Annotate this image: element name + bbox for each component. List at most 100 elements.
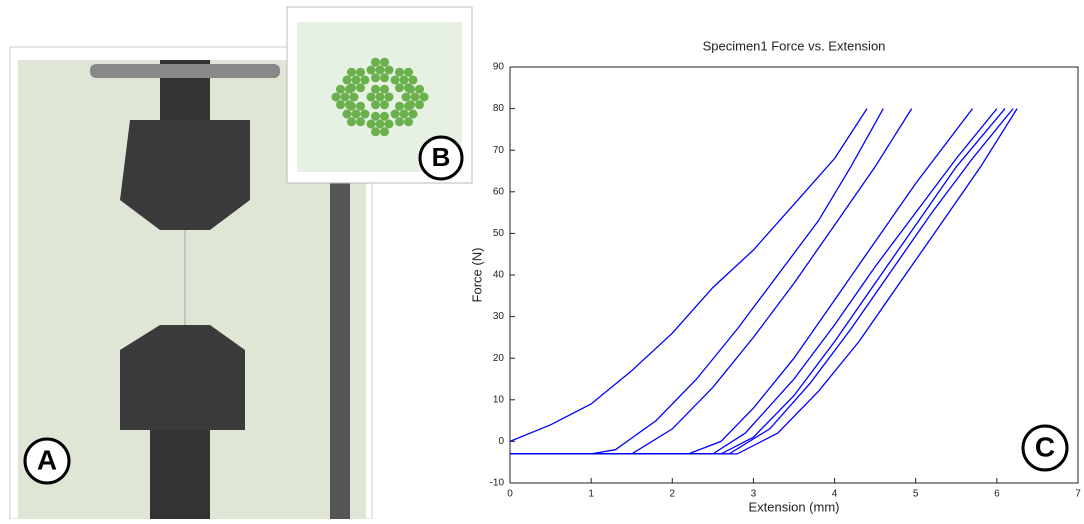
strand-wire — [356, 83, 365, 93]
x-tick-label: 7 — [1075, 489, 1081, 500]
strand-wire — [395, 83, 404, 93]
y-tick-label: 0 — [498, 436, 504, 447]
strand-wire — [395, 101, 404, 111]
strand-wire — [380, 111, 389, 121]
x-tick-label: 1 — [588, 489, 594, 500]
strand-wire — [366, 65, 376, 75]
data-line — [510, 108, 1018, 455]
inset-panel: B — [286, 6, 473, 184]
strand-wire — [345, 84, 354, 94]
strand-wire — [366, 119, 376, 129]
strand-wire — [345, 100, 354, 110]
label-circle — [418, 135, 464, 181]
strand-wire — [384, 92, 394, 102]
strand-wire — [342, 109, 352, 119]
strand-wire — [375, 119, 385, 129]
strand-wire — [342, 75, 352, 85]
data-line — [510, 108, 913, 455]
strand-wire — [356, 101, 365, 111]
strand-wire — [380, 100, 389, 110]
strand-wire — [415, 100, 424, 110]
strand-wire — [410, 92, 420, 102]
strand-wire — [371, 127, 380, 137]
y-axis-label: Force (N) — [469, 248, 484, 303]
x-tick-label: 6 — [994, 489, 1000, 500]
strand-wire — [375, 92, 385, 102]
strand-wire — [347, 117, 356, 127]
data-line — [510, 108, 884, 455]
data-line — [510, 108, 974, 455]
strand-wire — [371, 57, 380, 67]
lower-grip — [120, 325, 245, 430]
strand-wire — [419, 92, 429, 102]
plot-area — [509, 66, 1079, 484]
y-tick-label: 50 — [493, 228, 505, 239]
data-line — [510, 108, 1006, 455]
strand-wire — [371, 73, 380, 83]
upper-bar — [90, 64, 280, 78]
strand-wire — [408, 109, 418, 119]
y-tick-label: 30 — [493, 311, 505, 322]
strand-wire — [380, 57, 389, 67]
strand-wire — [360, 109, 370, 119]
strand-wire — [375, 65, 385, 75]
strand-wire — [404, 117, 413, 127]
strand-wire — [340, 92, 350, 102]
strand-wire — [390, 75, 400, 85]
strand-wire — [347, 67, 356, 77]
x-tick-label: 3 — [751, 489, 757, 500]
y-tick-label: 80 — [493, 103, 505, 114]
strand-wire — [395, 67, 404, 77]
y-tick-label: 90 — [493, 62, 505, 73]
strand-wire — [356, 117, 365, 127]
y-tick-label: 60 — [493, 186, 505, 197]
strand-wire — [360, 75, 370, 85]
upper-grip — [120, 120, 250, 230]
strand-wire — [380, 84, 389, 94]
strand-wire — [406, 100, 415, 110]
strand-wire — [371, 111, 380, 121]
chart-title: Specimen1 Force vs. Extension — [703, 38, 886, 53]
strand-wire — [351, 109, 361, 119]
strand-wire — [390, 109, 400, 119]
y-tick-label: 20 — [493, 353, 505, 364]
strand-wire — [384, 119, 394, 129]
data-line — [510, 108, 998, 455]
y-tick-label: 70 — [493, 145, 505, 156]
strand-wire — [366, 92, 376, 102]
strand-wire — [380, 127, 389, 137]
photo-wall-edge — [330, 180, 350, 519]
strand-cross-section — [331, 57, 429, 137]
strand-wire — [336, 100, 345, 110]
strand-wire — [408, 75, 418, 85]
strand-wire — [371, 84, 380, 94]
strand-wire — [399, 109, 409, 119]
x-tick-label: 2 — [670, 489, 676, 500]
label-circle — [23, 437, 71, 485]
strand-wire — [336, 84, 345, 94]
strand-wire — [399, 75, 409, 85]
strand-wire — [331, 92, 341, 102]
strand-wire — [415, 84, 424, 94]
x-tick-label: 4 — [832, 489, 838, 500]
strand-wire — [404, 67, 413, 77]
strand-wire — [406, 84, 415, 94]
strand-wire — [371, 100, 380, 110]
strand-wire — [401, 92, 411, 102]
panel-label: A — [37, 444, 57, 475]
strand-wire — [356, 67, 365, 77]
lower-shaft — [150, 430, 210, 519]
panel-label: C — [1035, 431, 1055, 462]
chart: Specimen1 Force vs. Extension Extension … — [469, 38, 1081, 514]
strand-wire — [349, 92, 359, 102]
x-tick-label: 0 — [507, 489, 513, 500]
data-line — [510, 108, 1014, 455]
y-tick-label: 40 — [493, 270, 505, 281]
strand-wire — [351, 75, 361, 85]
x-tick-label: 5 — [913, 489, 919, 500]
y-tick-label: 10 — [493, 394, 505, 405]
label-circle — [1021, 424, 1069, 472]
strand-wire — [380, 73, 389, 83]
